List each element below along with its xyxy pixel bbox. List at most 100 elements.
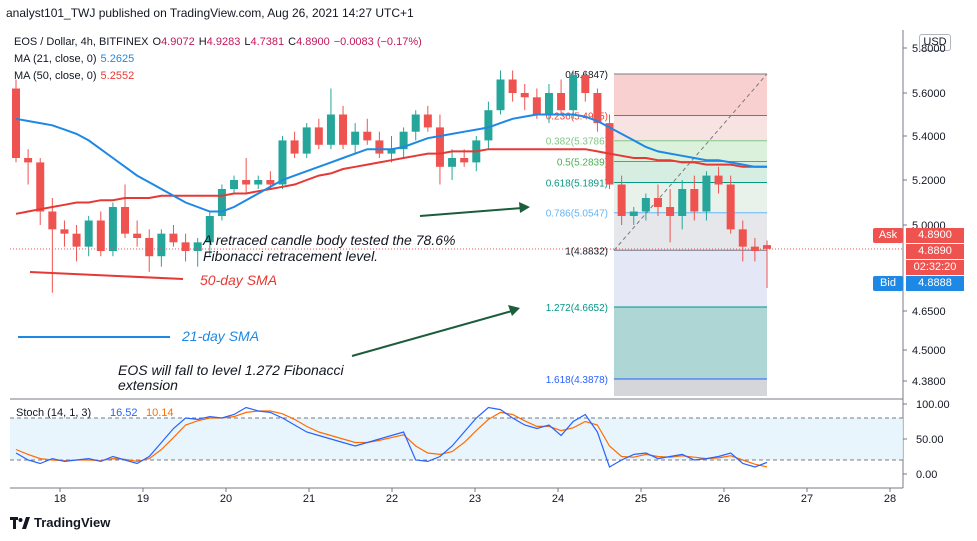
ma21-label: MA (21, close, 0) — [14, 53, 97, 65]
candle-body — [484, 110, 493, 141]
candle-body — [726, 184, 735, 230]
fib-level-label: 0.236(5.4955) — [546, 111, 608, 122]
fall-annotation-line2: extension — [118, 377, 178, 393]
candle-body — [48, 211, 57, 230]
fib-level-label: 0.618(5.1891) — [546, 178, 608, 189]
fib-band — [614, 182, 767, 213]
price-tick-label: 5.2000 — [912, 175, 946, 187]
price-tick-label: 4.3800 — [912, 376, 946, 388]
stochastic-pane: 100.00 50.00 0.00 Stoch (14, 1, 3) 16.52 10.1… — [10, 399, 950, 481]
fib-band — [614, 115, 767, 141]
candle-body — [738, 229, 747, 247]
publish-line: analyst101_TWJ published on TradingView.… — [6, 6, 414, 20]
last-price-value: 4.8890 — [906, 244, 964, 259]
candle-body — [678, 189, 687, 216]
candle-body — [375, 140, 384, 154]
candle-body — [750, 246, 759, 251]
price-tick-label: 4.5000 — [912, 345, 946, 357]
stoch-tick-label: 0.00 — [916, 469, 937, 481]
time-tick-label: 25 — [635, 493, 647, 505]
fib-level-label: 1.272(4.6652) — [546, 303, 608, 314]
ma21-row[interactable]: MA (21, close, 0) 5.2625 — [14, 51, 422, 68]
candle-body — [157, 233, 166, 257]
candle-body — [230, 180, 239, 189]
candle-body — [569, 75, 578, 111]
candle-body — [193, 242, 202, 251]
candle-body — [508, 79, 517, 93]
fall-arrowhead — [508, 305, 520, 316]
ma50-row[interactable]: MA (50, close, 0) 5.2552 — [14, 68, 422, 85]
candle-body — [605, 123, 614, 185]
candle-body — [629, 211, 638, 216]
stoch-band — [10, 418, 903, 460]
time-tick-label: 18 — [54, 493, 66, 505]
currency-badge[interactable]: USD — [919, 34, 951, 51]
retrace-arrowhead — [519, 202, 530, 213]
candle-body — [617, 184, 626, 216]
candle-body — [363, 131, 372, 141]
bid-label: Bid — [873, 276, 903, 291]
candle-body — [108, 207, 117, 251]
candle-body — [339, 114, 348, 145]
price-axis: 5.80005.60005.40005.20005.00004.65004.50… — [10, 43, 946, 388]
candle-body — [145, 238, 154, 257]
price-tick-label: 5.4000 — [912, 131, 946, 143]
footer-brand-text: TradingView — [34, 515, 111, 530]
fall-arrow — [351, 310, 513, 357]
stoch-d-line — [15, 410, 768, 468]
candle-body — [205, 216, 214, 243]
candle-body — [690, 189, 699, 212]
stoch-k-value: 16.52 — [110, 407, 138, 419]
close-label: C — [288, 36, 297, 48]
candle-body — [12, 88, 20, 158]
symbol-label[interactable]: EOS / Dollar, 4h, BITFINEX — [14, 36, 149, 48]
candle-body — [653, 198, 662, 207]
fib-band — [614, 73, 767, 116]
open-label: O — [152, 36, 162, 48]
time-tick-label: 22 — [386, 493, 398, 505]
stoch-label: Stoch (14, 1, 3) — [16, 407, 91, 419]
candle-body — [763, 245, 771, 249]
candle-body — [302, 127, 311, 154]
chart-legend: EOS / Dollar, 4h, BITFINEX O4.9072 H4.92… — [14, 34, 422, 85]
ma50-label: MA (50, close, 0) — [14, 70, 97, 82]
time-tick-label: 20 — [220, 493, 232, 505]
candle-body — [472, 140, 481, 163]
low-value: 4.7381 — [250, 36, 285, 48]
candle-body — [496, 79, 505, 111]
candle-body — [217, 189, 226, 216]
ask-label: Ask — [873, 228, 903, 243]
candle-body — [593, 93, 602, 124]
candle-body — [181, 242, 190, 251]
candle-body — [544, 93, 553, 115]
high-label: H — [198, 36, 207, 48]
candle-body — [387, 149, 396, 154]
price-tick-label: 4.6500 — [912, 306, 946, 318]
candle-body — [24, 158, 33, 163]
fib-level-label: 0.382(5.3786) — [546, 137, 608, 148]
ohlc-row: EOS / Dollar, 4h, BITFINEX O4.9072 H4.92… — [14, 34, 422, 51]
fib-band — [614, 212, 767, 251]
candle-body — [254, 180, 263, 185]
fib-band — [614, 307, 767, 379]
ma21-line — [15, 113, 767, 213]
stoch-k-line — [15, 406, 768, 468]
candle-body — [666, 207, 675, 216]
fibonacci-retracement: 0(5.6847) 0.236(5.4955) 0.382(5.3786) 0.5(5… — [546, 70, 768, 396]
candle-body — [520, 93, 529, 98]
ma50-value: 5.2552 — [100, 70, 135, 82]
time-tick-label: 21 — [303, 493, 315, 505]
candle-body — [169, 233, 178, 243]
footer-brand[interactable]: TradingView — [10, 515, 110, 530]
retrace-annotation-line1: A retraced candle body tested the 78.6% — [202, 232, 455, 248]
candle-body — [411, 114, 420, 132]
bar-countdown: 02:32:20 — [906, 260, 964, 275]
fib-band — [614, 378, 767, 396]
fib-level-label: 0(5.6847) — [565, 70, 608, 81]
candle-body — [290, 140, 299, 154]
candle-body — [557, 93, 566, 111]
candle-body — [72, 233, 81, 247]
high-value: 4.9283 — [206, 36, 241, 48]
candle-body — [278, 140, 287, 185]
time-axis: 18 19 20 21 22 23 24 25 26 27 28 — [54, 488, 896, 505]
